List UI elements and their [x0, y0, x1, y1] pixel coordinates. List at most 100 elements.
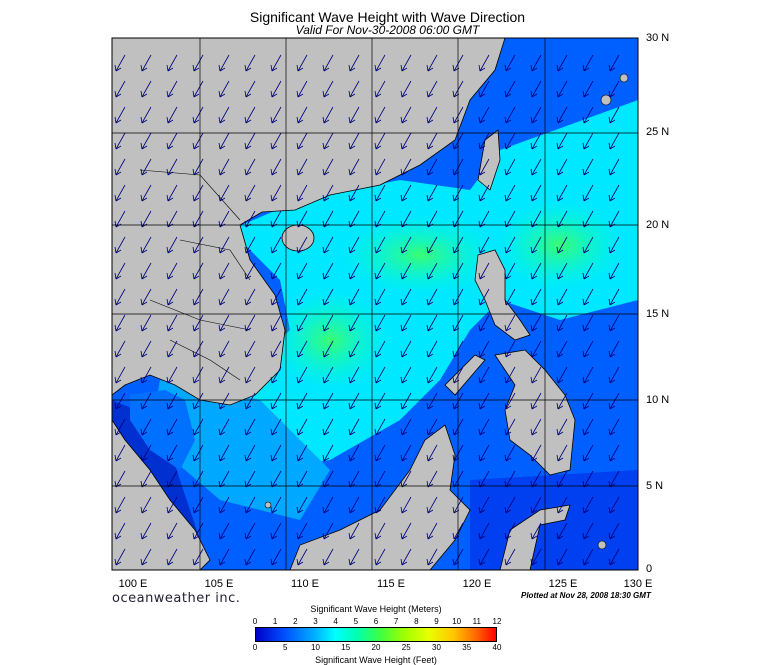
wave-arrow: [322, 210, 334, 228]
wave-arrow: [218, 392, 230, 410]
wave-arrow: [114, 444, 126, 462]
legend-feet-tick: 35: [462, 643, 472, 652]
wave-arrow: [114, 54, 126, 72]
wave-arrow: [556, 522, 568, 540]
malay-peninsula: [112, 419, 211, 570]
lat-label: 25 N: [646, 126, 670, 138]
wave-arrow: [244, 340, 256, 358]
wave-arrow: [374, 314, 386, 332]
wave-arrow: [348, 314, 360, 332]
wave-arrow: [114, 236, 126, 254]
wave-arrow: [582, 418, 594, 436]
wave-arrow: [530, 496, 542, 514]
wave-arrow: [296, 288, 308, 306]
wave-arrow: [608, 288, 620, 306]
wave-arrow: [582, 106, 594, 124]
wave-arrow: [504, 288, 516, 306]
wave-arrow: [140, 236, 152, 254]
wave-arrow: [400, 366, 412, 384]
wave-arrow: [296, 392, 308, 410]
wave-arrow: [218, 106, 230, 124]
wave-arrow: [504, 496, 516, 514]
wave-arrow: [348, 548, 360, 566]
wave-arrow: [426, 288, 438, 306]
wave-arrow: [270, 366, 282, 384]
lon-label: 120 E: [462, 578, 492, 590]
wave-arrow: [504, 54, 516, 72]
wave-arrow: [296, 340, 308, 358]
wave-arrow: [504, 444, 516, 462]
wave-arrow: [270, 236, 282, 254]
wave-arrow: [322, 444, 334, 462]
wave-arrow: [374, 418, 386, 436]
wave-arrow: [244, 522, 256, 540]
wave-arrow: [218, 210, 230, 228]
wave-arrow: [374, 158, 386, 176]
wave-arrow: [504, 392, 516, 410]
wave-arrow: [556, 54, 568, 72]
wave-arrow: [582, 236, 594, 254]
wave-arrow: [426, 132, 438, 150]
wave-arrow: [582, 366, 594, 384]
wave-arrow: [478, 262, 490, 280]
wave-arrow: [114, 496, 126, 514]
legend-feet-tick: 40: [492, 643, 502, 652]
wave-arrow: [478, 548, 490, 566]
wave-arrow: [426, 80, 438, 98]
wave-arrow: [140, 392, 152, 410]
wave-arrow: [608, 106, 620, 124]
wave-arrow: [426, 54, 438, 72]
wave-arrow: [426, 340, 438, 358]
wave-arrow: [322, 106, 334, 124]
wave-arrow: [426, 158, 438, 176]
wave-arrow: [114, 184, 126, 202]
wave-arrow: [244, 184, 256, 202]
wave-arrow: [348, 54, 360, 72]
wave-arrow: [582, 184, 594, 202]
wave-arrow: [244, 392, 256, 410]
wave-arrow: [348, 210, 360, 228]
wave-arrow: [582, 548, 594, 566]
wave-arrow: [608, 314, 620, 332]
palawan: [444, 354, 486, 396]
wave-arrow: [322, 548, 334, 566]
wave-arrow: [166, 288, 178, 306]
wave-arrow: [244, 496, 256, 514]
wave-arrow: [166, 340, 178, 358]
wave-arrow: [530, 236, 542, 254]
wave-arrow: [348, 522, 360, 540]
wave-arrow: [218, 132, 230, 150]
wave-arrow: [504, 184, 516, 202]
wave-arrow: [114, 392, 126, 410]
wave-arrow: [374, 210, 386, 228]
wave-arrow: [192, 548, 204, 566]
wave-arrow: [114, 132, 126, 150]
ryukyu-island: [619, 73, 629, 83]
wave-arrow: [348, 80, 360, 98]
wave-arrow: [374, 340, 386, 358]
wave-arrow: [556, 340, 568, 358]
wave-arrow: [478, 288, 490, 306]
wave-arrow: [374, 262, 386, 280]
hainan: [281, 224, 315, 252]
wave-arrow: [296, 522, 308, 540]
wave-arrow: [140, 158, 152, 176]
wave-arrow: [296, 236, 308, 254]
wave-arrow: [556, 236, 568, 254]
wave-peak-north: [340, 215, 500, 295]
wave-arrow: [348, 184, 360, 202]
legend-meter-tick: 2: [293, 617, 298, 626]
wave-arrow: [270, 54, 282, 72]
wave-arrow: [400, 314, 412, 332]
wave-arrow: [478, 210, 490, 228]
wave-arrow: [348, 158, 360, 176]
wave-arrow: [556, 158, 568, 176]
wave-arrow: [478, 366, 490, 384]
wave-arrow: [504, 366, 516, 384]
wave-arrow: [582, 496, 594, 514]
legend-meter-tick: 12: [492, 617, 502, 626]
legend-feet-tick: 15: [341, 643, 351, 652]
wave-arrow: [296, 184, 308, 202]
wave-arrow: [426, 236, 438, 254]
